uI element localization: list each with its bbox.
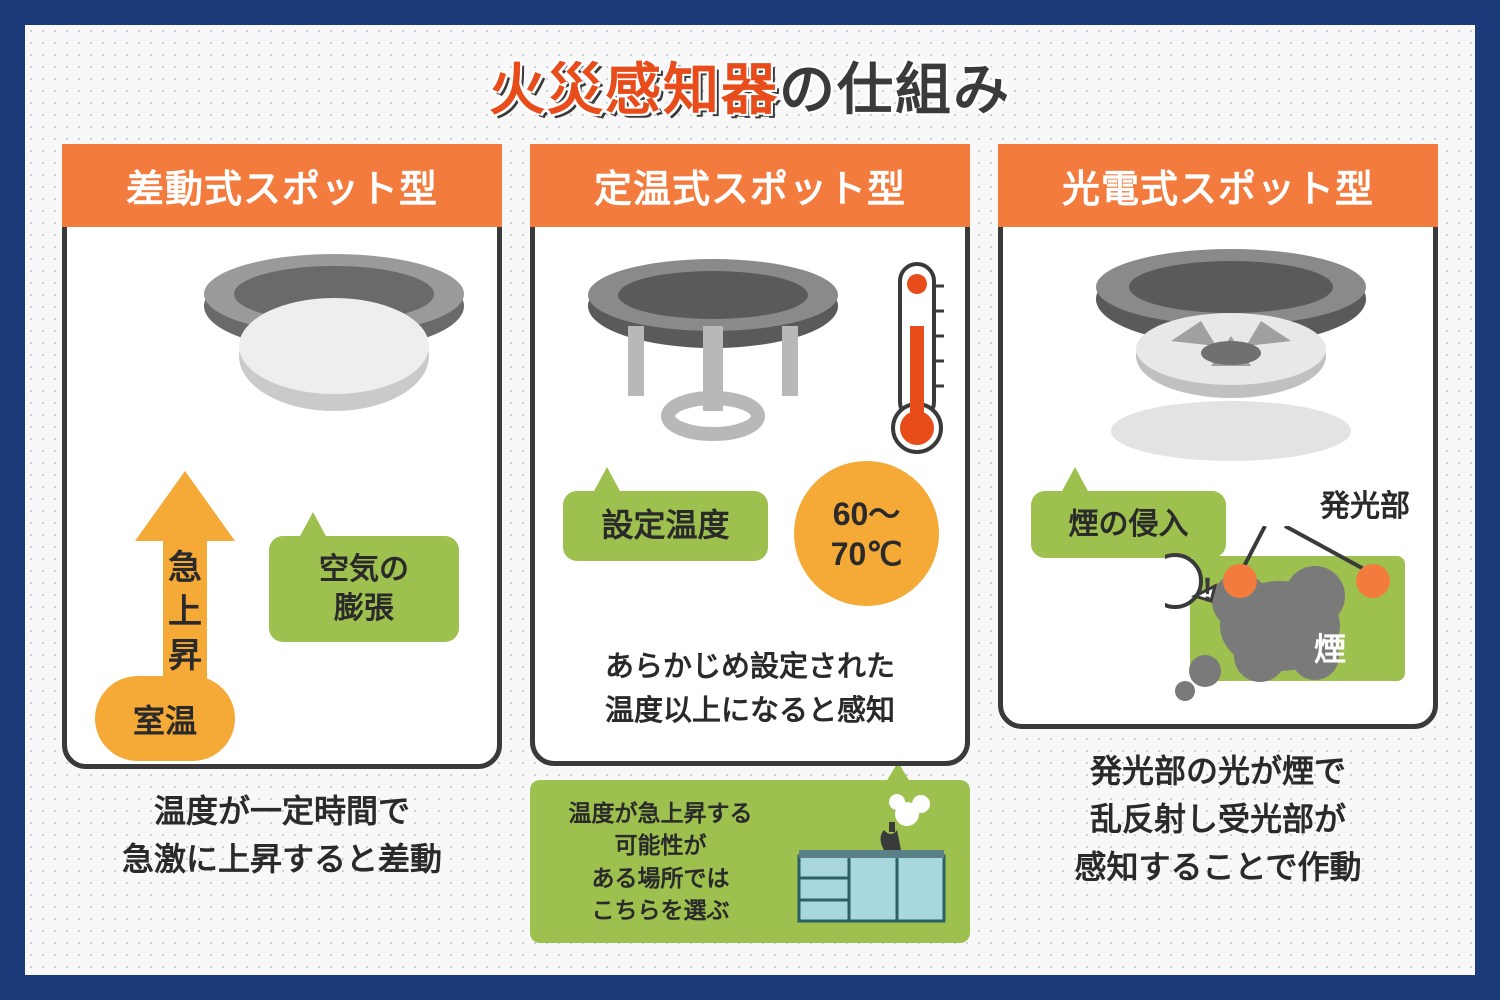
panel2-header: 定温式スポット型 [530,144,970,227]
panel3-box: 煙の侵入 発光部 [998,191,1438,729]
panel-photoelectric: 光電式スポット型 [998,144,1438,943]
temp-range-badge: 60〜 70℃ [794,461,939,606]
main-title: 火災感知器の仕組み [60,45,1440,126]
panel3-desc: 発光部の光が煙で 乱反射し受光部が 感知することで作動 [998,747,1438,891]
detector2-icon [573,251,853,461]
panels-row: 差動式スポット型 急 上 昇 [60,144,1440,943]
arrow-text: 急 上 昇 [125,546,245,679]
smoke-text: 煙 [1300,616,1360,678]
panel-fixed-temp: 定温式スポット型 [530,144,970,943]
title-red-part: 火災感知器 [489,58,779,121]
thermometer-icon [882,256,952,456]
exclaim-icon: ！ [1200,566,1230,610]
smoke-diagram-icon [1165,526,1405,706]
panel1-box: 急 上 昇 室温 空気の 膨張 [62,191,502,769]
panel-differential: 差動式スポット型 急 上 昇 [62,144,502,943]
infographic-canvas: 火災感知器の仕組み 差動式スポット型 [25,25,1475,975]
panel3-header: 光電式スポット型 [998,144,1438,227]
note-text: 温度が急上昇する 可能性が ある場所では こちらを選ぶ [546,797,775,926]
title-dark-part: の仕組み [779,58,1011,121]
panel2-inner-desc: あらかじめ設定された 温度以上になると感知 [553,646,947,733]
set-temp-callout: 設定温度 [563,491,768,561]
kitchen-icon [789,794,954,929]
panel2-note: 温度が急上昇する 可能性が ある場所では こちらを選ぶ [530,780,970,943]
air-expansion-callout: 空気の 膨張 [269,536,459,642]
panel2-box: 設定温度 60〜 70℃ あらかじめ設定された 温度以上になると感知 [530,191,970,766]
detector3-icon [1071,241,1391,471]
panel1-desc: 温度が一定時間で 急激に上昇すると差動 [62,787,502,883]
light-emit-label: 発光部 [1320,481,1410,525]
panel1-header: 差動式スポット型 [62,144,502,227]
room-temp-badge: 室温 [95,676,235,761]
detector1-icon [184,246,484,446]
